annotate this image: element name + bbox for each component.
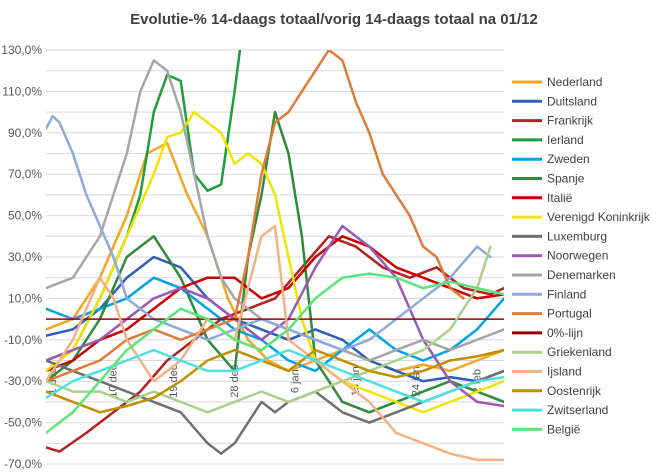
x-tick-label: 28 dec xyxy=(229,364,241,398)
series-line-17 xyxy=(46,348,504,404)
legend-label: Nederland xyxy=(547,75,602,89)
legend-label: België xyxy=(547,422,581,436)
x-tick-label: 6 jan xyxy=(289,369,301,393)
x-tick-label: 19 dec xyxy=(168,364,180,398)
legend-label: Oostenrijk xyxy=(547,384,602,398)
legend-label: Frankrijk xyxy=(547,114,594,128)
y-tick-label: -30,0% xyxy=(4,374,42,388)
y-tick-label: -70,0% xyxy=(4,457,42,471)
legend-label: Finland xyxy=(547,287,586,301)
series-line-14 xyxy=(46,245,492,414)
chart-title: Evolutie-% 14-daags totaal/vorig 14-daag… xyxy=(130,11,538,28)
series-line-18 xyxy=(46,272,504,435)
legend-label: Italië xyxy=(547,191,573,205)
series-line-10 xyxy=(46,59,504,362)
series-lines xyxy=(46,50,504,462)
y-tick-label: -10,0% xyxy=(4,333,42,347)
legend-label: Noorwegen xyxy=(547,249,608,263)
y-tick-label: 50,0% xyxy=(8,209,42,223)
y-axis-tick-labels: -70,0% -50,0% -30,0% -10,0% 10,0% 30,0% 50,0% 7… xyxy=(1,43,42,471)
y-tick-label: 90,0% xyxy=(8,126,42,140)
series-line-8 xyxy=(46,359,504,455)
legend-label: Ijsland xyxy=(547,365,582,379)
legend: Nederland Duitsland Frankrijk Ierland Zweden… xyxy=(512,75,651,436)
legend-label: Luxemburg xyxy=(547,229,607,243)
y-tick-label: 30,0% xyxy=(8,250,42,264)
legend-label: 0%-lijn xyxy=(547,326,583,340)
series-line-4 xyxy=(46,276,504,373)
legend-label: Zweden xyxy=(547,152,590,166)
series-line-16 xyxy=(46,348,504,414)
legend-label: Denemarken xyxy=(547,268,616,282)
series-line-2 xyxy=(46,235,504,453)
legend-label: Duitsland xyxy=(547,94,597,108)
legend-label: Portugal xyxy=(547,307,592,321)
y-tick-label: 70,0% xyxy=(8,167,42,181)
series-line-15 xyxy=(46,224,504,462)
legend-label: Spanje xyxy=(547,172,585,186)
legend-label: Verenigd Koninkrijk xyxy=(547,210,651,224)
series-line-6 xyxy=(46,235,504,373)
series-line-11 xyxy=(46,114,492,352)
legend-label: Griekenland xyxy=(547,345,612,359)
legend-label: Ierland xyxy=(547,133,584,147)
series-line-7 xyxy=(46,110,504,414)
series-line-5 xyxy=(46,110,504,414)
y-tick-label: 130,0% xyxy=(1,43,42,57)
y-tick-label: -50,0% xyxy=(4,416,42,430)
y-tick-label: 10,0% xyxy=(8,291,42,305)
legend-label: Zwitserland xyxy=(547,403,608,417)
x-tick-label: 10 dec xyxy=(108,364,120,398)
y-tick-label: 110,0% xyxy=(2,84,42,98)
